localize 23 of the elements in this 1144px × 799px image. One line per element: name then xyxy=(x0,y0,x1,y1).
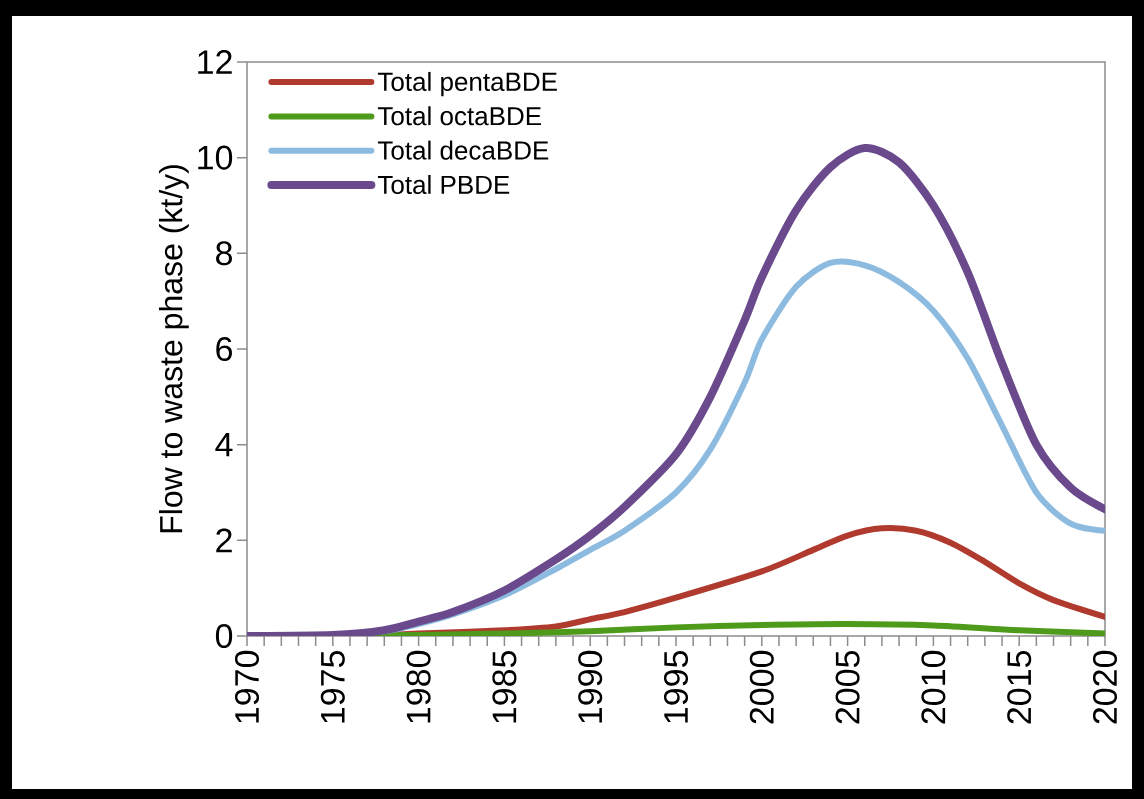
y-axis-title: Flow to waste phase (kt/y) xyxy=(158,165,189,533)
x-tick-label: 1970 xyxy=(234,650,260,723)
x-tick-label: 1995 xyxy=(663,650,689,723)
x-tick-label: 1990 xyxy=(578,650,603,723)
x-tick-label: 2010 xyxy=(921,650,946,724)
x-tick-label: 1985 xyxy=(492,650,517,723)
legend-label: Total octaBDE xyxy=(377,106,541,126)
y-tick-label: 2 xyxy=(216,528,232,553)
y-tick-label: 12 xyxy=(198,50,232,74)
y-tick-label: 10 xyxy=(198,145,233,170)
x-tick-label: 1975 xyxy=(320,650,345,723)
legend-label: Total pentaBDE xyxy=(377,71,557,97)
legend-label: Total PBDE xyxy=(377,174,510,195)
y-tick-label: 4 xyxy=(215,432,233,457)
y-tick-label: 8 xyxy=(216,241,233,266)
x-tick-label: 2015 xyxy=(1007,650,1032,724)
legend-label: Total decaBDE xyxy=(377,140,549,160)
x-tick-label: 2020 xyxy=(1092,650,1118,724)
x-tick-label: 2005 xyxy=(835,650,860,724)
x-tick-label: 1980 xyxy=(406,650,431,723)
x-tick-label: 2000 xyxy=(749,650,774,724)
y-tick-label: 6 xyxy=(216,336,232,362)
y-tick-label: 0 xyxy=(215,623,233,649)
